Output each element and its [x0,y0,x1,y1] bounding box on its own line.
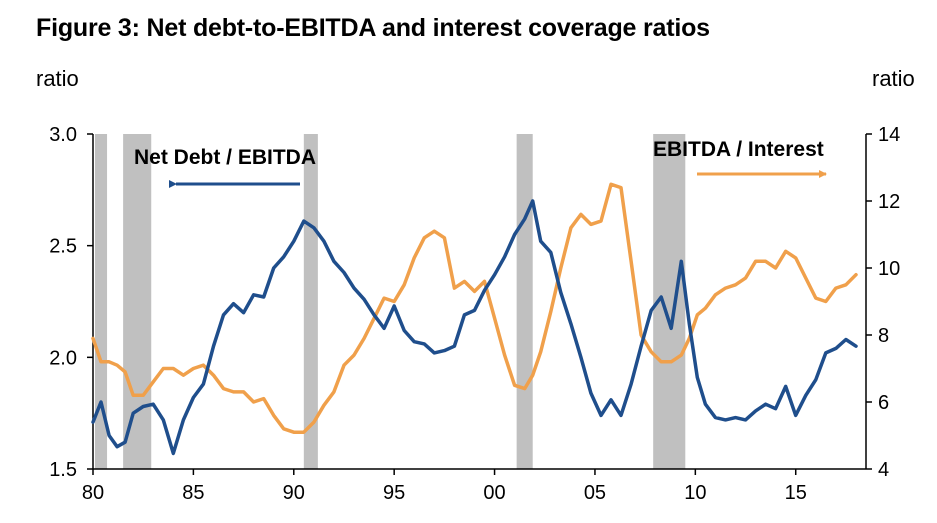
ebitda-interest-line [91,182,858,434]
x-tick-label: 10 [684,482,706,504]
ebitda-interest-annotation: EBITDA / Interest [653,138,824,161]
right-tick-label: 14 [878,124,900,146]
right-tick-label: 12 [878,191,900,213]
left-axis-unit-label: ratio [36,66,79,91]
right-tick-label: 4 [878,459,889,481]
recession-bar-2 [303,134,318,469]
right-axis-unit-label: ratio [872,66,915,91]
left-tick-label: 1.5 [49,459,77,481]
x-tick-label: 85 [182,482,204,504]
left-tick-label: 2.5 [49,236,77,258]
x-tick-label: 00 [483,482,505,504]
recession-bar-3 [516,134,533,469]
x-tick-label: 90 [283,482,305,504]
x-tick-label: 05 [584,482,606,504]
chart-title: Figure 3: Net debt-to-EBITDA and interes… [36,14,710,42]
net-debt-ebitda-line [91,199,858,456]
x-tick-label: 80 [82,482,104,504]
recession-bar-0 [95,134,108,469]
right-tick-label: 6 [878,392,889,414]
left-tick-label: 3.0 [49,124,77,146]
net-debt-annotation: Net Debt / EBITDA [134,146,316,169]
right-tick-label: 10 [878,258,900,280]
left-tick-label: 2.0 [49,347,77,369]
recession-bar-1 [123,134,152,469]
right-tick-label: 8 [878,325,889,347]
x-tick-label: 95 [383,482,405,504]
x-tick-label: 15 [785,482,807,504]
